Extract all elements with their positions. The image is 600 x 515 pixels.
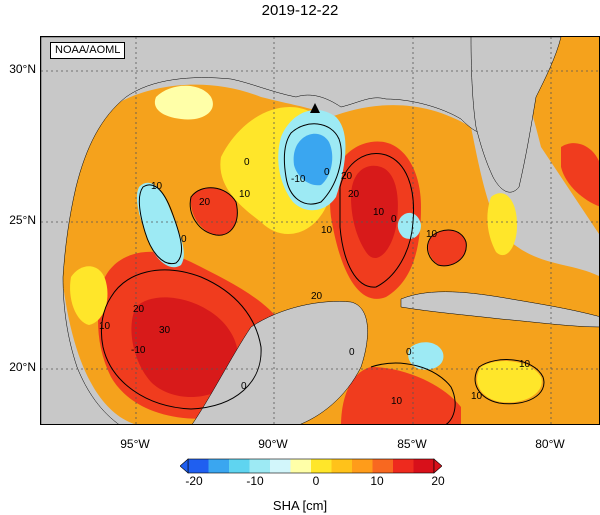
colorbar-label: SHA [cm] — [272, 498, 328, 513]
contour-label: 0 — [241, 381, 247, 392]
contour-label: -10 — [291, 174, 306, 185]
us-gulf-coast-land — [41, 37, 512, 424]
contour-label: 10 — [426, 229, 438, 240]
credit-label: NOAA/AOML — [50, 42, 126, 59]
contour-label: 10 — [471, 391, 483, 402]
caribbean-yellow — [477, 361, 542, 403]
florida-peninsula-land — [470, 37, 562, 193]
loop-current-core — [351, 165, 398, 258]
contour-label: 20 — [341, 171, 353, 182]
atlantic-high — [561, 143, 599, 207]
contour-label: 30 — [159, 325, 171, 336]
central-eddy-high — [190, 187, 238, 236]
contour-label-group: 10 20 0 10 0 -10 0 10 20 10 20 0 10 10 2… — [99, 157, 531, 407]
colorbar-tick: 10 — [370, 474, 384, 488]
colorbar-tick: 20 — [431, 474, 445, 488]
gulf-east-high — [428, 230, 467, 266]
colorbar-cell — [311, 459, 332, 473]
colorbar-cell — [208, 459, 230, 473]
north-central-low-core — [293, 133, 333, 186]
colorbar-tick: -10 — [246, 474, 264, 488]
east-shelf-yellow — [487, 193, 518, 256]
lon-label: 80°W — [535, 437, 565, 451]
caribbean-low — [408, 342, 444, 370]
position-marker — [310, 103, 320, 113]
colorbar-cell — [270, 459, 291, 473]
contour-label: 0 — [181, 234, 187, 245]
yucatan-land — [192, 301, 368, 424]
lat-label: 25°N — [9, 213, 36, 227]
contour-label: -10 — [131, 345, 146, 356]
lat-label: 20°N — [9, 360, 36, 374]
colorbar-cell — [352, 459, 373, 473]
colorbar-left-arrow — [180, 458, 189, 474]
contour-label: 0 — [391, 214, 397, 225]
contour-label: 20 — [311, 291, 323, 302]
colorbar-cell — [229, 459, 250, 473]
contour-label: 10 — [151, 181, 163, 192]
contour-label: 10 — [373, 207, 385, 218]
colorbar-tick: -20 — [185, 474, 203, 488]
colorbar — [180, 458, 442, 474]
contour-label: 10 — [391, 396, 403, 407]
cuba-land — [400, 291, 599, 328]
northwest-light — [154, 85, 213, 120]
graticule — [41, 37, 599, 424]
contour-label: 20 — [133, 304, 145, 315]
colorbar-cell — [372, 459, 394, 473]
contour-label: 0 — [244, 157, 250, 168]
contour-label: 20 — [348, 189, 360, 200]
colorbar-cell — [331, 459, 353, 473]
colorbar-cell — [393, 459, 414, 473]
map-title: 2019-12-22 — [261, 2, 339, 19]
contour-label: 20 — [199, 197, 211, 208]
western-shelf-yellow — [70, 266, 108, 325]
lon-label: 90°W — [258, 437, 288, 451]
contour-label: 10 — [239, 189, 251, 200]
colorbar-cell — [290, 459, 312, 473]
colorbar-cell — [188, 459, 209, 473]
contour-label: 10 — [321, 225, 333, 236]
colorbar-cell — [249, 459, 271, 473]
caribbean-high — [341, 367, 461, 424]
western-low — [136, 182, 184, 268]
contour-label: 0 — [406, 347, 412, 358]
lon-label: 95°W — [120, 437, 150, 451]
contour-label: 10 — [519, 359, 531, 370]
map-canvas: 10 20 0 10 0 -10 0 10 20 10 20 0 10 10 2… — [41, 37, 599, 424]
colorbar-cell — [413, 459, 435, 473]
contour-label: 0 — [324, 167, 330, 178]
colorbar-right-arrow — [433, 458, 442, 474]
western-gulf-core — [131, 297, 239, 397]
colorbar-tick: 0 — [312, 474, 320, 488]
sea-height-map: 10 20 0 10 0 -10 0 10 20 10 20 0 10 10 2… — [40, 36, 600, 425]
lon-label: 85°W — [397, 437, 427, 451]
contour-label: 10 — [99, 321, 111, 332]
contour-label: 0 — [349, 347, 355, 358]
lat-label: 30°N — [9, 62, 36, 76]
contour-lines — [100, 123, 545, 424]
east-low — [397, 212, 421, 239]
